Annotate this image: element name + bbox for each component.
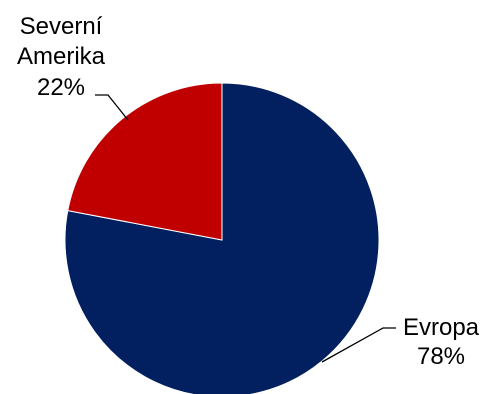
data-label-evropa-category: Evropa: [403, 314, 480, 341]
pie-slices: [64, 82, 380, 394]
data-label-severni-amerika: Severní Amerika 22%: [17, 13, 129, 121]
data-label-evropa: Evropa 78%: [321, 314, 480, 370]
data-label-severni-amerika-percent: 22%: [37, 74, 85, 101]
pie-slice-evropa: [64, 82, 380, 394]
data-label-evropa-percent: 78%: [417, 343, 465, 370]
pie-slice-severni-amerika: [67, 82, 223, 241]
leader-line-severni-amerika: [95, 94, 129, 121]
leader-line-evropa: [321, 327, 396, 363]
data-label-severni-amerika-category-line2: Amerika: [17, 43, 106, 70]
data-label-severni-amerika-category-line1: Severní: [20, 13, 103, 40]
